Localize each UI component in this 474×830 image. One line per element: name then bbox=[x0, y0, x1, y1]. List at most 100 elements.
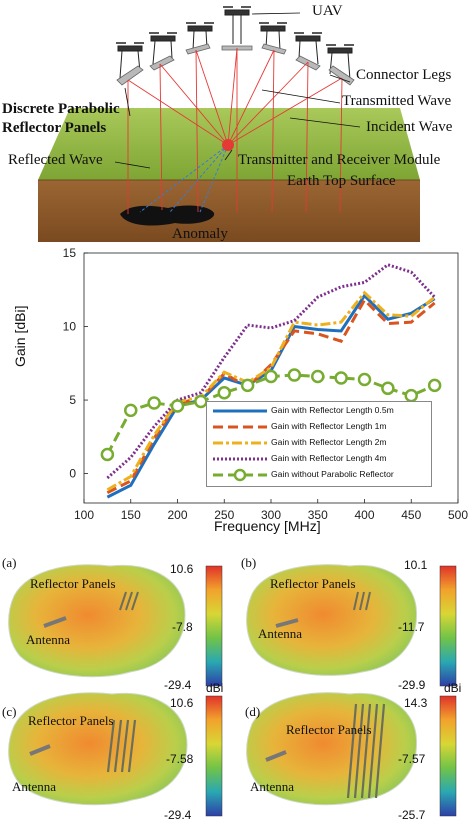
antenna-c bbox=[29, 744, 51, 756]
legend-label: Gain with Reflector Length 1m bbox=[271, 421, 387, 431]
data-point bbox=[217, 385, 231, 400]
reflected-wave bbox=[139, 144, 229, 213]
legend-item: Gain without Parabolic Reflector bbox=[207, 468, 431, 482]
x-tick-label: 100 bbox=[74, 508, 94, 522]
antenna-label-c: Antenna bbox=[12, 779, 57, 794]
reflector-strips-b bbox=[353, 591, 371, 611]
data-point bbox=[264, 369, 278, 384]
data-point bbox=[147, 396, 161, 410]
data-point bbox=[381, 381, 395, 396]
legend-label: Gain with Reflector Length 4m bbox=[271, 453, 387, 463]
reflector-label-a: Reflector Panels bbox=[30, 576, 116, 591]
panel-tag-b: (b) bbox=[241, 555, 257, 570]
data-point bbox=[124, 403, 138, 418]
antenna-label-d: Antenna bbox=[250, 779, 295, 794]
reflector-panels bbox=[116, 43, 355, 86]
colorbar-max-a: 10.6 bbox=[170, 562, 194, 576]
x-tick-label: 400 bbox=[354, 508, 374, 522]
data-point bbox=[404, 388, 418, 403]
y-tick-label: 10 bbox=[63, 320, 77, 334]
gain-chart: 100 150 200 250 300 350 400 450 500 0 5 10 15 Freque… bbox=[0, 245, 474, 545]
data-point bbox=[357, 372, 372, 387]
colorbar-min-c: -29.4 bbox=[164, 808, 192, 822]
reflector-label-c: Reflector Panels bbox=[28, 713, 114, 728]
legend-item: Gain with Reflector Length 1m bbox=[207, 420, 431, 434]
label-transmitted-wave: Transmitted Wave bbox=[342, 93, 452, 109]
pattern-blob-d bbox=[246, 692, 418, 806]
pattern-blob-a bbox=[8, 564, 186, 678]
antenna-label-a: Antenna bbox=[26, 632, 71, 647]
colorbar-mid-a: -7.8 bbox=[172, 620, 193, 634]
colorbar-min-b: -29.9 bbox=[398, 678, 426, 692]
label-reflector-panels-1: Discrete Parabolic bbox=[2, 101, 120, 117]
transmitter-module bbox=[222, 139, 234, 151]
chart-y-label: Gain [dBi] bbox=[12, 305, 28, 367]
reflector-label-b: Reflector Panels bbox=[270, 576, 356, 591]
colorbar-mid-b: -11.7 bbox=[398, 620, 425, 634]
schematic-figure: UAV Connector Legs Transmitted Wave Inci… bbox=[0, 0, 474, 245]
antenna-b bbox=[275, 618, 299, 628]
colorbar-max-d: 14.3 bbox=[404, 696, 428, 710]
reflector-strips-c bbox=[106, 719, 137, 773]
reflector-strips-d bbox=[346, 703, 386, 799]
x-tick-label: 200 bbox=[167, 508, 187, 522]
panel-tag-d: (d) bbox=[245, 704, 261, 719]
schematic-drawing bbox=[38, 6, 420, 242]
colorbar-max-b: 10.1 bbox=[404, 558, 428, 572]
colorbar-a bbox=[205, 565, 223, 687]
legend-label: Gain with Reflector Length 0.5m bbox=[271, 405, 394, 415]
legend-item: Gain with Reflector Length 0.5m bbox=[207, 404, 431, 418]
label-reflector-panels-2: Reflector Panels bbox=[2, 120, 107, 136]
legend-label: Gain with Reflector Length 2m bbox=[271, 437, 387, 447]
label-reflected-wave: Reflected Wave bbox=[8, 152, 103, 168]
label-incident-wave: Incident Wave bbox=[366, 119, 453, 135]
radiation-patterns-svg bbox=[8, 564, 457, 817]
data-point bbox=[334, 371, 348, 385]
pattern-blob-c bbox=[8, 692, 188, 806]
colorbar-unit-c: dBi bbox=[206, 681, 224, 695]
data-point bbox=[170, 399, 185, 413]
label-earth-surface: Earth Top Surface bbox=[287, 173, 396, 189]
series-line-4 bbox=[106, 263, 436, 480]
legend-item: Gain with Reflector Length 4m bbox=[207, 452, 431, 466]
anomaly-shape bbox=[120, 205, 215, 226]
label-module: Transmitter and Receiver Module bbox=[238, 152, 441, 168]
x-tick-label: 300 bbox=[261, 508, 281, 522]
data-point bbox=[427, 378, 442, 393]
colorbar-unit-d: dBi bbox=[444, 681, 462, 695]
gain-chart-svg: 100 150 200 250 300 350 400 450 500 0 5 10 15 bbox=[63, 246, 469, 522]
colorbar-min-a: -29.4 bbox=[164, 678, 192, 692]
data-point bbox=[194, 394, 208, 409]
legend-item: Gain with Reflector Length 2m bbox=[207, 436, 431, 450]
label-connector-legs: Connector Legs bbox=[356, 67, 452, 83]
colorbar-mid-c: -7.58 bbox=[166, 752, 194, 766]
radiation-patterns: (a) Reflector Panels Antenna 10.6 -7.8 -… bbox=[0, 548, 474, 825]
transmitted-rays bbox=[127, 47, 343, 214]
x-tick-label: 450 bbox=[401, 508, 421, 522]
chart-x-label: Frequency [MHz] bbox=[214, 518, 321, 534]
y-tick-label: 5 bbox=[69, 393, 76, 407]
uav-array bbox=[116, 6, 354, 81]
data-point bbox=[287, 368, 302, 382]
label-anomaly: Anomaly bbox=[172, 226, 228, 242]
antenna-d bbox=[265, 750, 287, 762]
colorbar-d bbox=[439, 695, 457, 817]
legend-label: Gain without Parabolic Reflector bbox=[271, 469, 394, 479]
data-point bbox=[311, 369, 325, 384]
x-tick-label: 500 bbox=[448, 508, 468, 522]
colorbar-min-d: -25.7 bbox=[398, 808, 426, 822]
chart-legend: Gain with Reflector Length 0.5m Gain wit… bbox=[206, 401, 432, 487]
x-tick-label: 250 bbox=[214, 508, 234, 522]
y-tick-label: 0 bbox=[69, 467, 76, 481]
x-tick-label: 150 bbox=[121, 508, 141, 522]
data-point bbox=[240, 378, 255, 393]
antenna-label-b: Antenna bbox=[258, 626, 303, 641]
colorbar-c bbox=[205, 695, 223, 817]
reflector-strips-a bbox=[119, 591, 139, 611]
reflector-label-d: Reflector Panels bbox=[286, 722, 372, 737]
antenna-a bbox=[43, 616, 67, 628]
pattern-blob-b bbox=[246, 564, 418, 676]
y-tick-label: 15 bbox=[63, 246, 77, 260]
colorbar-max-c: 10.6 bbox=[170, 696, 194, 710]
label-uav: UAV bbox=[312, 3, 343, 19]
